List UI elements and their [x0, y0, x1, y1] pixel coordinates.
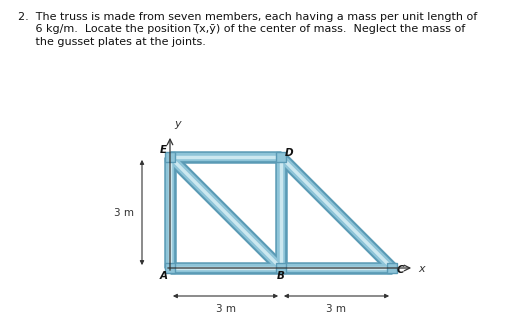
Text: 3 m: 3 m: [327, 304, 346, 314]
Text: E: E: [160, 145, 167, 155]
Text: the gusset plates at the joints.: the gusset plates at the joints.: [18, 37, 206, 47]
Text: C: C: [396, 265, 404, 275]
Text: B: B: [277, 271, 285, 281]
FancyBboxPatch shape: [165, 263, 175, 273]
Text: x: x: [418, 264, 425, 274]
Text: 3 m: 3 m: [114, 208, 134, 217]
Text: 6 kg/m.  Locate the position (̅x,ȳ) of the center of mass.  Neglect the mass of: 6 kg/m. Locate the position (̅x,ȳ) of th…: [18, 25, 466, 34]
FancyBboxPatch shape: [387, 263, 397, 273]
Text: A: A: [160, 271, 168, 281]
FancyBboxPatch shape: [276, 263, 286, 273]
FancyBboxPatch shape: [165, 152, 175, 162]
Text: D: D: [285, 147, 294, 158]
Text: 2.  The truss is made from seven members, each having a mass per unit length of: 2. The truss is made from seven members,…: [18, 12, 477, 22]
Text: 3 m: 3 m: [215, 304, 236, 314]
Text: y: y: [174, 119, 181, 129]
FancyBboxPatch shape: [276, 152, 286, 162]
